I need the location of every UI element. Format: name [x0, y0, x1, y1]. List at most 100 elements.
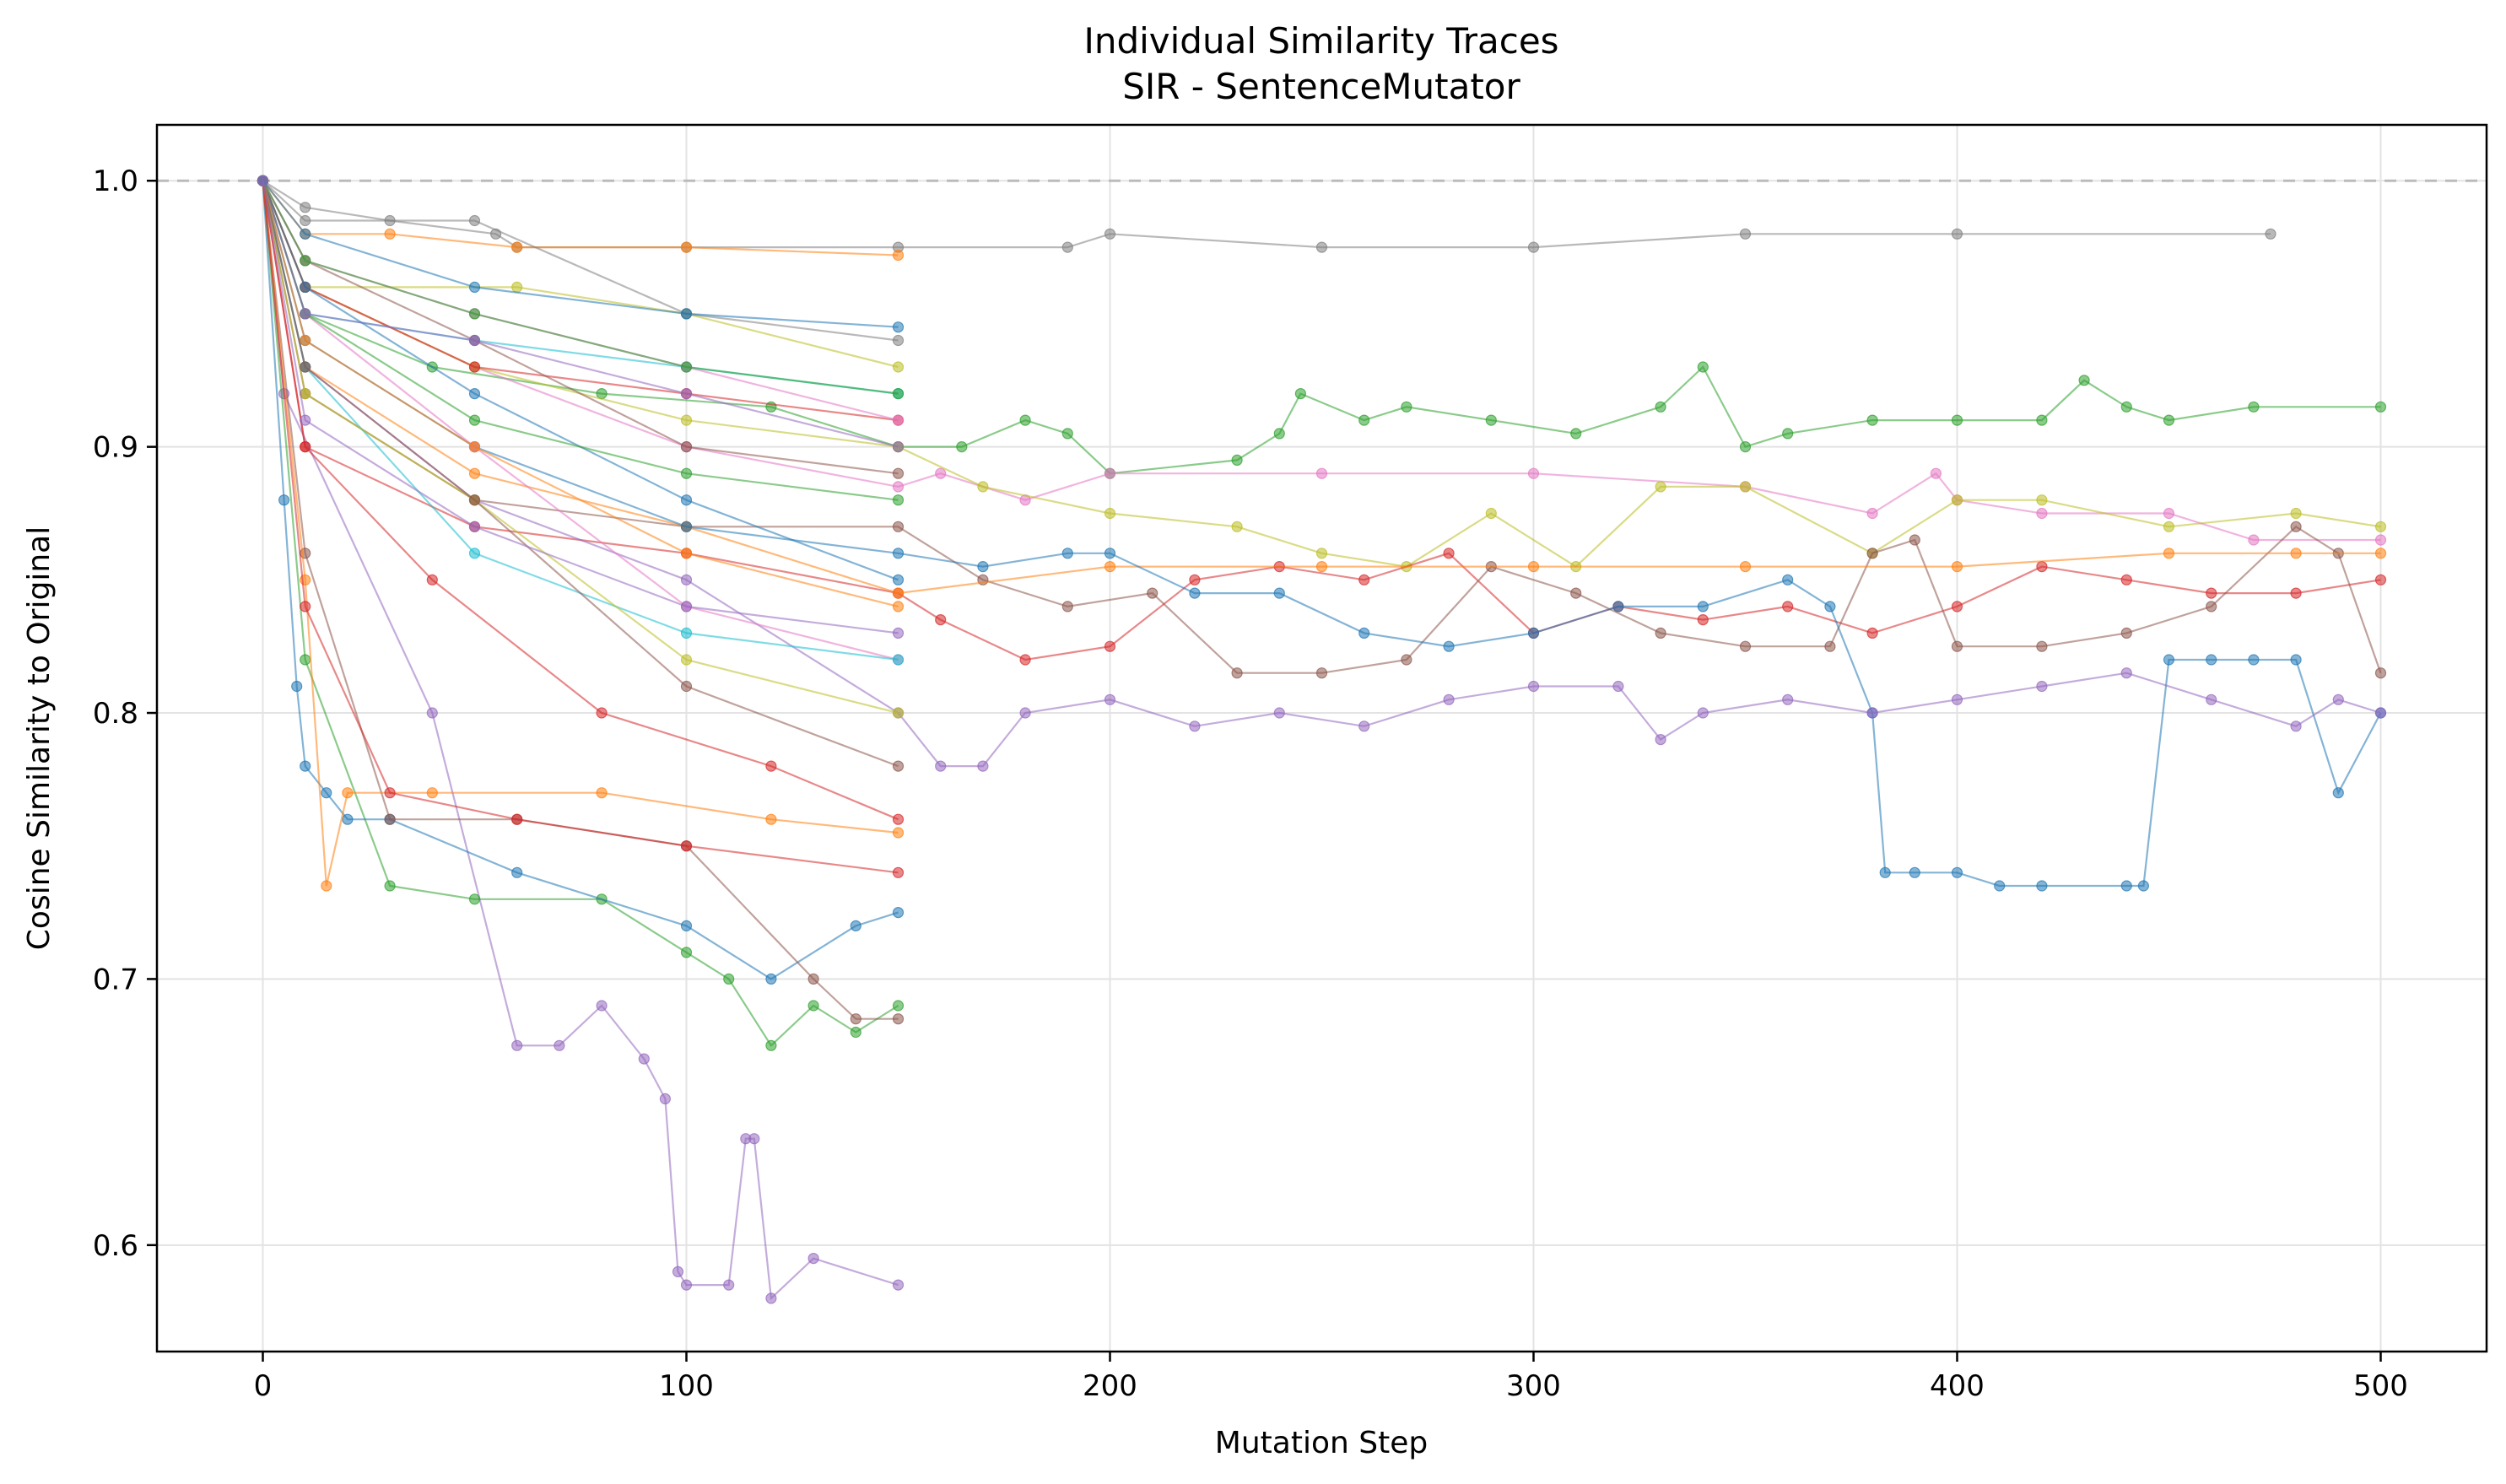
series-6-point-9 [1951, 560, 1963, 573]
series-8-point-14 [1612, 680, 1624, 693]
series-8-point-15 [1655, 733, 1666, 746]
series-line-14 [262, 181, 899, 874]
series-line-29 [262, 181, 899, 821]
series-5-point-8 [1231, 667, 1243, 679]
series-17-point-4 [892, 361, 905, 373]
series-3-point-3 [680, 414, 693, 426]
series-7-point-4 [892, 548, 905, 559]
series-6-point-10 [2163, 548, 2175, 559]
series-8-point-17 [1782, 693, 1794, 705]
series-8-point-25 [2374, 707, 2387, 719]
x-tick-label-2: 200 [1083, 1369, 1137, 1403]
series-8-point-9 [1189, 720, 1201, 732]
series-7-point-27 [2248, 654, 2260, 666]
series-2-point-14 [2036, 507, 2048, 520]
series-11-point-4 [321, 787, 332, 799]
series-1-point-16 [1570, 428, 1582, 440]
series-1-point-26 [2163, 414, 2175, 426]
y-tick-label-2: 0.8 [93, 697, 138, 731]
series-3-point-7 [1231, 521, 1243, 532]
series-7-point-26 [2206, 654, 2217, 666]
series-5-point-14 [1739, 640, 1752, 652]
series-3-point-19 [2374, 521, 2387, 532]
series-7-point-9 [1273, 587, 1285, 599]
series-8-point-18 [1866, 707, 1878, 719]
x-tick-label-5: 500 [2353, 1369, 2408, 1403]
series-11-point-7 [511, 866, 523, 878]
series-7-point-8 [1189, 587, 1201, 599]
series-1-point-8 [1061, 428, 1073, 440]
series-30-point-4 [892, 388, 905, 400]
series-5-point-12 [1570, 587, 1582, 599]
series-7-point-12 [1527, 627, 1540, 639]
series-4-point-18 [2036, 560, 2048, 573]
series-12-point-5 [807, 973, 819, 985]
y-tick-label-3: 0.9 [93, 431, 138, 465]
series-21-point-1 [300, 281, 311, 293]
chart-title: Individual Similarity Traces [1083, 20, 1558, 62]
series-5-point-13 [1655, 627, 1666, 639]
x-tick-label-4: 400 [1930, 1369, 1985, 1403]
series-9-point-6 [638, 1053, 650, 1065]
series-10-point-5 [680, 947, 693, 958]
series-1-point-20 [1782, 428, 1794, 440]
series-2-point-17 [2374, 534, 2387, 546]
series-12-point-2 [384, 813, 396, 825]
series-9-point-15 [892, 1279, 905, 1291]
series-27-point-2 [468, 440, 481, 453]
series-8-point-3 [680, 574, 693, 586]
series-11-point-11 [892, 906, 905, 919]
series-7-point-24 [2137, 880, 2149, 892]
series-12-point-6 [850, 1013, 861, 1025]
series-7-point-20 [1951, 866, 1963, 878]
series-6-point-5 [1104, 560, 1116, 573]
series-0-point-1 [300, 202, 311, 213]
series-2-point-12 [1930, 467, 1942, 479]
series-7-point-16 [1824, 601, 1836, 612]
series-1-point-24 [2078, 375, 2090, 386]
series-4-point-19 [2120, 574, 2132, 586]
series-27-point-1 [300, 334, 311, 347]
series-33-point-4 [892, 627, 905, 639]
series-30 [257, 175, 905, 400]
series-29-point-2 [426, 574, 438, 586]
series-32-point-2 [468, 281, 481, 293]
series-23-point-3 [680, 440, 693, 453]
series-line-2 [262, 180, 2381, 542]
series-1-point-28 [2374, 401, 2387, 413]
series-29-point-1 [300, 440, 311, 453]
series-31-point-1 [300, 361, 311, 373]
series-3-point-5 [977, 481, 989, 493]
series-7-point-7 [1104, 548, 1116, 559]
series-5-point-7 [1147, 587, 1158, 599]
series-3-point-13 [1739, 481, 1752, 493]
series-2-point-7 [1104, 467, 1116, 479]
series-27-point-4 [892, 601, 905, 612]
y-axis-label: Cosine Similarity to Original [22, 526, 57, 950]
series-9-point-5 [596, 1000, 608, 1012]
series-0-point-7 [1061, 241, 1073, 253]
series-17-point-2 [511, 281, 523, 293]
series-11-point-10 [850, 920, 861, 932]
series-24-point-3 [680, 388, 693, 400]
series-7-point-21 [1994, 880, 2006, 892]
series-8-point-11 [1358, 720, 1370, 732]
series-4-point-22 [2374, 574, 2387, 586]
series-line-8 [262, 180, 2381, 768]
series-0-point-11 [1739, 228, 1752, 240]
series-4-point-7 [1104, 640, 1116, 652]
series-23-point-4 [892, 467, 905, 479]
series-13-point-5 [596, 787, 608, 799]
series-4-point-16 [1866, 627, 1878, 639]
series-7-point-13 [1612, 601, 1624, 612]
series-0-point-10 [1527, 241, 1540, 253]
series-9 [257, 175, 905, 1304]
series-4-point-21 [2290, 587, 2302, 599]
series-1-point-27 [2248, 401, 2260, 413]
series-5-point-10 [1401, 654, 1412, 666]
plot-area [257, 175, 2387, 1304]
series-25-point-4 [892, 654, 905, 666]
series-3-point-16 [2036, 494, 2048, 506]
series-3-point-8 [1315, 548, 1328, 559]
